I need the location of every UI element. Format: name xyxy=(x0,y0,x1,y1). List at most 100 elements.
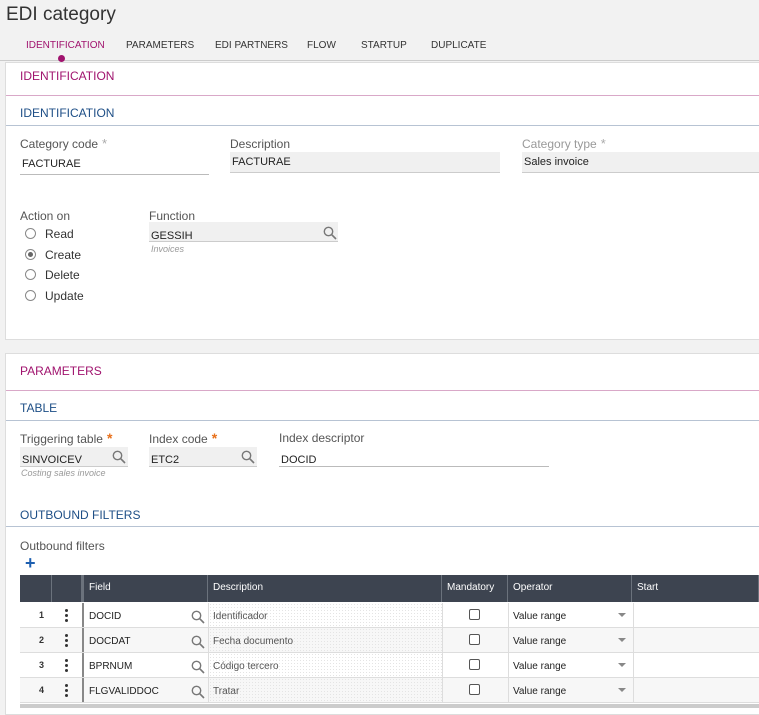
magnifier xyxy=(191,635,205,649)
description-cell xyxy=(208,653,443,677)
field-hint: Costing sales invoice xyxy=(21,468,106,478)
row-divider xyxy=(82,628,84,652)
menu-dot xyxy=(65,609,68,612)
operator-select[interactable]: Value range xyxy=(513,661,567,672)
cell-border xyxy=(508,678,634,702)
dropdown-caret xyxy=(618,688,626,692)
row-number: 2 xyxy=(39,635,45,645)
section-rule xyxy=(6,95,759,96)
search-icon[interactable] xyxy=(191,610,205,629)
checkbox[interactable] xyxy=(469,659,480,670)
checkbox[interactable] xyxy=(469,634,480,645)
field-cell[interactable]: DOCID xyxy=(89,611,122,622)
block-rule xyxy=(6,526,759,527)
description-text: Código tercero xyxy=(213,661,279,672)
radio-button[interactable] xyxy=(25,290,36,302)
tab[interactable]: PARAMETERS xyxy=(126,40,195,51)
tab[interactable]: DUPLICATE xyxy=(431,40,487,51)
magnifier xyxy=(191,660,205,674)
tab[interactable]: FLOW xyxy=(307,40,336,51)
column-header: Operator xyxy=(513,582,553,593)
lookup-input[interactable]: SINVOICEV xyxy=(20,447,128,467)
add-button[interactable]: + xyxy=(25,553,36,573)
search-icon[interactable] xyxy=(241,450,255,469)
label-text: Index code xyxy=(149,432,208,446)
scrollbar[interactable] xyxy=(20,704,759,708)
description-text: Tratar xyxy=(213,686,240,697)
column-header: Start xyxy=(637,582,659,593)
text-input[interactable]: DOCID xyxy=(279,450,549,467)
radio-label: Create xyxy=(45,247,82,262)
dropdown-caret xyxy=(618,638,626,642)
radio-label: Update xyxy=(45,289,84,304)
search-icon[interactable] xyxy=(191,685,205,704)
field-hint: Invoices xyxy=(151,244,185,254)
radio-dot xyxy=(28,251,33,257)
required-marker: * xyxy=(211,430,218,446)
description-text: Fecha documento xyxy=(213,636,294,647)
block-rule xyxy=(6,125,759,126)
row-menu[interactable] xyxy=(65,634,68,647)
radio-button[interactable] xyxy=(25,269,36,281)
search-icon[interactable] xyxy=(191,660,205,679)
row-number: 1 xyxy=(39,610,45,620)
block-title: IDENTIFICATION xyxy=(20,106,115,120)
field-label: Function xyxy=(149,209,196,223)
cell-border xyxy=(508,628,634,652)
grid-label: Outbound filters xyxy=(20,539,105,553)
search-icon[interactable] xyxy=(112,450,126,469)
radio-button[interactable] xyxy=(25,248,36,260)
field-cell[interactable]: BPRNUM xyxy=(89,661,133,672)
select-input[interactable]: Sales invoice xyxy=(522,152,759,173)
radio-label: Delete xyxy=(45,268,80,283)
dropdown-caret xyxy=(618,613,626,617)
operator-select[interactable]: Value range xyxy=(513,686,567,697)
checkbox[interactable] xyxy=(469,609,480,620)
magnifier xyxy=(323,226,337,240)
operator-select[interactable]: Value range xyxy=(513,636,567,647)
magnifier xyxy=(112,450,126,464)
column-header: Description xyxy=(213,582,264,593)
field-label: Description xyxy=(230,137,291,151)
menu-dot xyxy=(65,694,68,697)
row-menu[interactable] xyxy=(65,684,68,697)
menu-dot xyxy=(65,664,68,667)
lookup-input[interactable]: ETC2 xyxy=(149,447,257,467)
field-label: Index descriptor xyxy=(279,431,365,445)
label-text: Category type xyxy=(522,137,597,151)
search-icon[interactable] xyxy=(323,226,337,245)
lookup-input[interactable]: GESSIH xyxy=(149,222,338,242)
row-menu[interactable] xyxy=(65,609,68,622)
block-rule xyxy=(6,420,759,421)
row-number: 3 xyxy=(39,660,45,670)
magnifier xyxy=(191,610,205,624)
menu-dot xyxy=(65,659,68,662)
tab[interactable]: IDENTIFICATION xyxy=(26,40,105,51)
field-label: Category type * xyxy=(522,136,606,151)
row-divider xyxy=(82,603,84,627)
checkbox[interactable] xyxy=(469,684,480,695)
description-cell xyxy=(208,603,443,627)
dropdown-caret xyxy=(618,663,626,667)
header-cell xyxy=(52,575,84,602)
tab[interactable]: STARTUP xyxy=(361,40,407,51)
field-label: Action on xyxy=(20,209,71,223)
text-input[interactable]: FACTURAE xyxy=(230,152,500,173)
field-cell[interactable]: DOCDAT xyxy=(89,636,131,647)
operator-select[interactable]: Value range xyxy=(513,611,567,622)
description-cell xyxy=(208,628,443,652)
search-icon[interactable] xyxy=(191,635,205,654)
row-menu[interactable] xyxy=(65,659,68,672)
tab-divider xyxy=(0,60,759,61)
header-cell xyxy=(208,575,442,602)
label-text: Category code xyxy=(20,137,99,151)
menu-dot xyxy=(65,689,68,692)
description-cell xyxy=(208,678,443,702)
text-input[interactable]: FACTURAE xyxy=(20,154,209,175)
radio-button[interactable] xyxy=(25,228,36,239)
tab[interactable]: EDI PARTNERS xyxy=(215,40,288,51)
field-cell[interactable]: FLGVALIDDOC xyxy=(89,686,159,697)
header-cell xyxy=(508,575,632,602)
label-text: Triggering table xyxy=(20,432,103,446)
